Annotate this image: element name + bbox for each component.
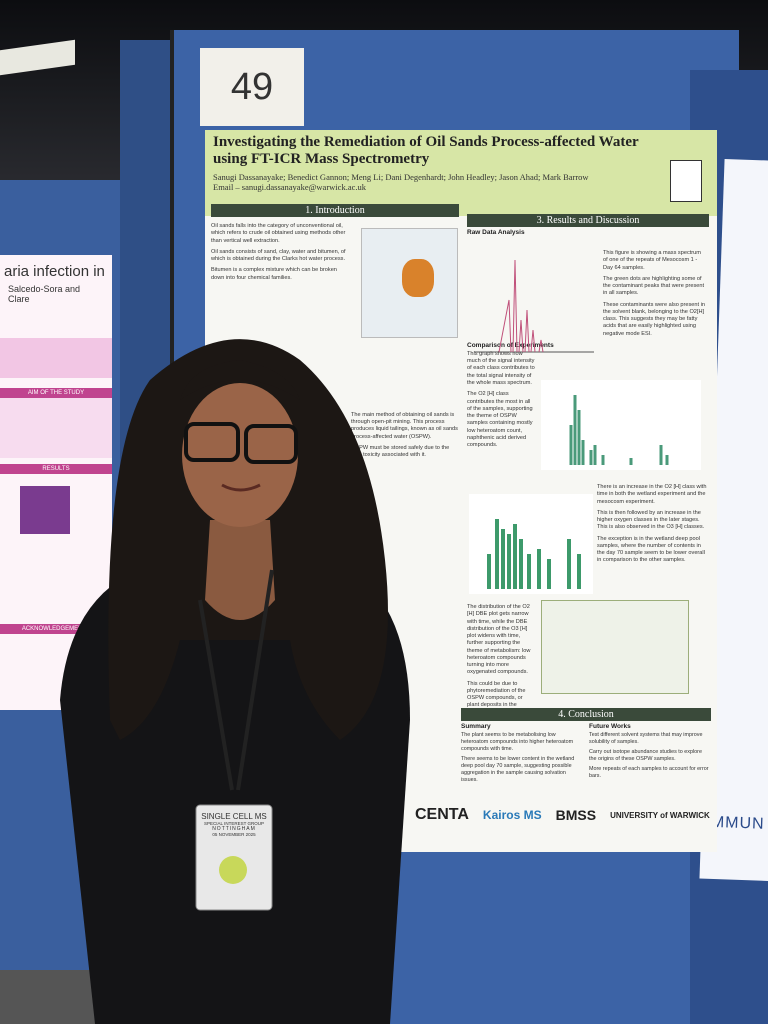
subheading: Raw Data Analysis [467,229,525,236]
paragraph: Bitumen is a complex mixture which can b… [211,267,337,281]
paragraph: This figure is showing a mass spectrum o… [603,250,701,271]
results-column: 3. Results and Discussion Raw Data Analy… [467,214,709,716]
poster-header: Investigating the Remediation of Oil San… [205,130,717,216]
bars [569,395,669,465]
board-number: 49 [200,48,304,126]
section-heading: 1. Introduction [211,204,459,217]
paragraph: The main method of obtaining oil sands i… [351,411,458,440]
map-region [402,259,434,297]
left-poster-band [0,338,112,378]
logo: UNIVERSITY of WARWICK [610,810,710,820]
bar-figure [541,380,701,470]
subheading: Future Works [589,723,631,730]
bullet: Test different solvent systems that may … [589,732,703,746]
paragraph: OSPW must be stored safely due to the hi… [351,444,450,459]
dbe-figure [541,600,689,694]
left-poster-figure [20,486,70,534]
bullet: The plant seems to be metabolising low h… [461,732,574,753]
poster-authors: Sanugi Dassanayake; Benedict Gannon; Men… [213,171,589,182]
paragraph: Oil sands falls into the category of unc… [211,223,346,244]
badge-line: SINGLE CELL MS [201,812,267,821]
badge-line: 05 NOVEMBER 2025 [212,832,256,837]
section-heading: 4. Conclusion [461,708,711,721]
badge-text: SINGLE CELL MS SPECIAL INTEREST GROUP NO… [198,812,270,837]
neck [205,520,275,620]
poster-title: Investigating the Remediation of Oil San… [213,134,639,168]
badge-line: NOTTINGHAM [212,826,256,832]
badge-line: SPECIAL INTEREST GROUP [203,821,264,826]
logo: BMSS [555,807,597,823]
left-poster-ack: ACKNOWLEDGEMENTS [0,624,112,634]
bullet: Carry out isotope abundance studies to e… [589,749,702,763]
paragraph: Oil sands consists of sand, clay, water … [211,248,346,263]
glasses-right [244,424,298,464]
face [182,383,298,527]
left-poster-results: RESULTS [0,464,112,474]
paragraph: This graph shows how much of the signal … [467,350,535,386]
badge-logo [219,856,247,884]
left-poster-title: aria infection in [4,263,105,280]
logo: Kairos MS [482,808,542,822]
logo: CENTA [415,806,469,823]
paragraph: The distribution of the O2 [H] DBE plot … [467,604,531,676]
poster-email: Email – sanugi.dassanayake@warwick.ac.uk [213,181,366,192]
spectrum [474,259,594,353]
paragraph: The exception is in the wetland deep poo… [597,535,705,564]
peaks [498,259,544,353]
map [361,228,458,338]
left-poster-authors: Salcedo-Sora and Clare [8,284,81,304]
lanyard [198,569,274,791]
crest [670,160,702,202]
logos: CENTA Kairos MS BMSS UNIVERSITY of WARWI… [415,806,715,824]
bullet: There seems to be lower content in the w… [461,756,575,784]
bars [487,519,581,589]
figure-bg [541,380,701,470]
bullet: More repeats of each samples to account … [589,766,709,780]
paragraph: The green dots are highlighting some of … [603,275,705,297]
section-heading: 3. Results and Discussion [467,214,709,227]
intro-column: 1. Introduction Oil sands falls into the… [211,204,459,463]
bar-figure-2 [469,494,593,594]
subheading: Summary [461,723,491,730]
conclusion: 4. Conclusion Summary The plant seems to… [461,708,711,787]
paragraph: This is then followed by an increase in … [597,509,705,531]
paragraph: The O2 [H] class contributes the most in… [467,391,533,449]
left-poster-aim: AIM OF THE STUDY [0,388,112,398]
fringe [180,360,300,400]
left-poster-block [0,398,112,458]
paragraph: There is an increase in the O2 [H] class… [597,484,707,505]
paragraph: These contaminants were also present in … [603,301,705,337]
glasses-left [184,422,240,462]
mouth [221,483,261,492]
